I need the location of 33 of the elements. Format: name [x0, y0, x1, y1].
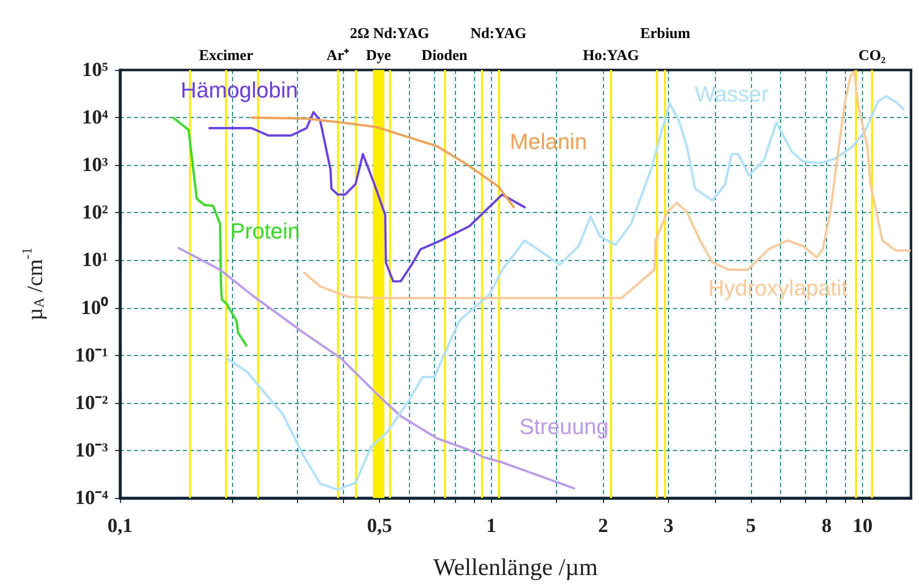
- y-tick-label: 10⁴: [82, 106, 108, 129]
- ref-line-label: Dioden: [422, 48, 468, 64]
- y-tick-label: 10⁻²: [75, 392, 108, 414]
- ref-line-label: Ar⁺: [326, 48, 350, 64]
- ref-line-label: Excimer: [198, 48, 254, 64]
- x-tick-label: 5: [746, 515, 756, 537]
- x-tick-label: 3: [663, 515, 674, 537]
- y-tick-label: 10⁻⁴: [75, 487, 108, 509]
- x-tick-label: 0,1: [108, 515, 132, 537]
- y-tick-label: 10¹: [82, 249, 108, 272]
- series-label: Hydroxylapatit: [708, 275, 848, 300]
- ref-line-label: 2Ω Nd:YAG: [350, 26, 430, 42]
- x-axis-title: Wellenlänge /µm: [433, 555, 598, 581]
- y-tick-label: 10⁻³: [75, 439, 108, 462]
- x-tick-label: 10: [852, 515, 873, 537]
- series-label: Streuung: [519, 414, 609, 439]
- x-tick-label: 8: [822, 515, 832, 537]
- ref-line-label: Ho:YAG: [582, 48, 640, 64]
- ref-line-label: Erbium: [640, 26, 691, 42]
- ref-line-label: CO₂: [858, 48, 886, 64]
- series-label: Melanin: [510, 129, 587, 154]
- x-tick-label: 0,5: [367, 515, 392, 537]
- y-tick-label: 10⁵: [82, 59, 108, 81]
- band-label: Dye: [366, 48, 392, 64]
- x-tick-label: 2: [598, 515, 608, 537]
- x-tick-label: 1: [486, 515, 496, 537]
- ref-line-label: Nd:YAG: [470, 26, 527, 42]
- y-tick-label: 10³: [82, 154, 108, 176]
- y-tick-label: 10⁰: [81, 296, 108, 319]
- y-tick-label: 10²: [82, 202, 108, 224]
- y-tick-label: 10⁻¹: [75, 344, 108, 366]
- y-axis-title: µA /cm-1: [20, 248, 48, 320]
- series-label: Wasser: [694, 82, 769, 107]
